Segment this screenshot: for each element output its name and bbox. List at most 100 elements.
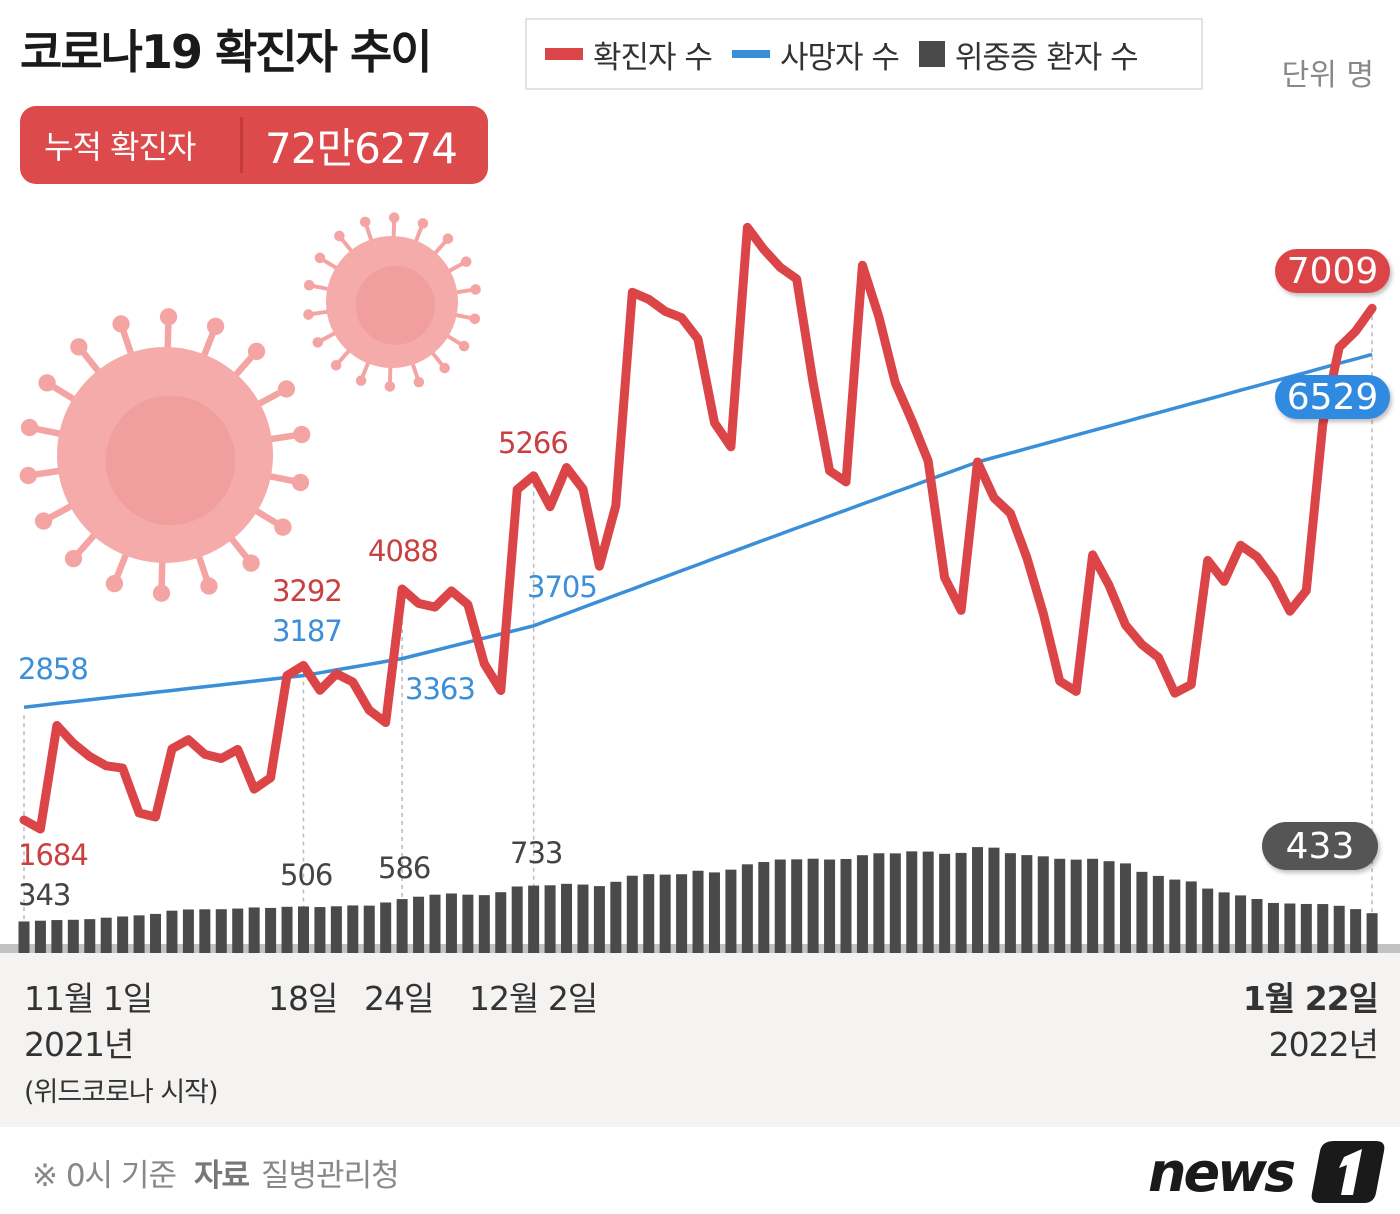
severe-bar xyxy=(117,916,129,953)
severe-bar xyxy=(413,896,425,953)
virus-core xyxy=(355,265,435,345)
severe-bar xyxy=(906,851,918,953)
virus-spike-tip xyxy=(19,466,37,485)
footer-note: ※ 0시 기준 자료 질병관리청 xyxy=(32,1150,400,1195)
severe-bar xyxy=(150,913,162,953)
severe-bar xyxy=(1136,871,1148,953)
severe-bar xyxy=(347,905,359,953)
severe-bar xyxy=(1333,905,1345,953)
severe-bar xyxy=(1300,903,1312,953)
severe-bar xyxy=(626,875,638,953)
severe-bar xyxy=(544,885,556,953)
severe-bar xyxy=(84,919,96,953)
virus-spike-tip xyxy=(152,584,171,602)
virus-spike-tip xyxy=(439,362,450,374)
virus-spike-tip xyxy=(469,313,481,325)
severe-bar xyxy=(676,874,688,953)
cumulative-badge: 누적 확진자 72만6274 xyxy=(20,106,488,184)
x-tick-year-2022: 2022년 xyxy=(1268,1025,1379,1064)
x-tick-nov24: 24일 xyxy=(364,979,434,1018)
virus-spike-tip xyxy=(34,512,53,530)
cumulative-value: 72만6274 xyxy=(265,123,458,173)
virus-spike-tip xyxy=(460,256,472,267)
virus-spike-tip xyxy=(242,554,260,572)
x-tick-dec2: 12월 2일 xyxy=(469,979,598,1018)
confirmed-label-day31: 5266 xyxy=(498,426,569,460)
severe-bar xyxy=(1218,892,1230,953)
severe-bar xyxy=(1317,904,1329,953)
severe-bar xyxy=(692,870,704,953)
legend-label: 사망자 수 xyxy=(779,39,900,76)
gray-square-swatch-icon xyxy=(918,41,945,67)
severe-bar xyxy=(856,855,868,953)
severe-bar xyxy=(1185,881,1197,953)
severe-bar xyxy=(232,908,244,953)
severe-bar xyxy=(955,852,967,953)
virus-spike-tip xyxy=(274,518,292,536)
deaths-line xyxy=(23,352,1373,709)
blue-line-swatch-icon xyxy=(731,50,770,58)
virus-spike-tip xyxy=(312,337,324,348)
x-tick-nov1: 11월 1일 xyxy=(24,979,153,1018)
virus-spike-tip xyxy=(442,233,454,244)
severe-bar xyxy=(18,921,30,953)
source-label: 자료 xyxy=(193,1158,250,1194)
svg-text:news: news xyxy=(1148,1141,1295,1204)
x-tick-note: (위드코로나 시작) xyxy=(24,1077,219,1108)
severe-bar xyxy=(939,853,951,953)
deaths-label-day17: 3187 xyxy=(272,614,343,648)
severe-bar xyxy=(363,905,375,953)
severe-bar xyxy=(1366,913,1378,953)
severe-bar xyxy=(133,915,145,953)
severe-bar xyxy=(1087,858,1099,953)
virus-large-icon xyxy=(19,308,311,602)
virus-spike-tip xyxy=(291,473,310,492)
severe-bar xyxy=(1054,858,1066,953)
legend: 확진자 수 사망자 수 위중증 환자 수 xyxy=(525,18,1203,90)
severe-bar xyxy=(922,851,934,953)
virus-spike-tip xyxy=(105,575,124,593)
virus-spike-tip xyxy=(112,315,130,333)
x-tick-jan22: 1월 22일 xyxy=(1242,979,1379,1018)
red-line-swatch-icon xyxy=(545,48,583,60)
deaths-label-day0: 2858 xyxy=(18,652,89,686)
severe-label-day0: 343 xyxy=(18,878,71,912)
virus-spike-tip xyxy=(413,376,425,388)
severe-bar xyxy=(774,859,786,953)
severe-bar xyxy=(972,847,984,953)
virus-spike-tip xyxy=(206,317,225,335)
source-name: 질병관리청 xyxy=(261,1158,400,1194)
virus-spike-tip xyxy=(458,340,470,352)
severe-bar xyxy=(643,874,655,953)
virus-spike-tip xyxy=(334,230,345,242)
x-tick-year-2021: 2021년 xyxy=(24,1025,134,1064)
virus-spike-tip xyxy=(384,381,396,392)
virus-spike-tip xyxy=(200,577,218,595)
virus-small-icon xyxy=(303,212,481,392)
severe-bar xyxy=(1251,898,1263,953)
severe-bar xyxy=(330,906,342,953)
severe-bar xyxy=(593,886,605,953)
severe-label-day17: 506 xyxy=(280,858,333,892)
virus-spike-tip xyxy=(388,212,400,223)
confirmed-label-day0: 1684 xyxy=(18,838,89,872)
virus-spike-tip xyxy=(470,284,481,295)
unit-label: 단위 명 xyxy=(1281,58,1374,93)
deaths-label-day23: 3363 xyxy=(405,672,476,706)
severe-bar xyxy=(824,859,836,953)
severe-bar xyxy=(873,853,885,953)
deaths-callout-last: 6529 xyxy=(1275,375,1390,419)
virus-spike-tip xyxy=(64,549,83,568)
virus-spike-tip xyxy=(20,418,39,437)
severe-bar xyxy=(1284,903,1296,953)
severe-bar xyxy=(708,872,720,953)
severe-bar xyxy=(1152,875,1164,953)
severe-bar xyxy=(182,909,194,953)
severe-bar xyxy=(462,894,474,953)
virus-spike-tip xyxy=(277,380,296,398)
severe-bar xyxy=(1021,855,1033,953)
severe-bar xyxy=(215,909,227,953)
severe-bar xyxy=(248,907,260,953)
severe-label-day23: 586 xyxy=(378,851,431,885)
deaths-label-day31: 3705 xyxy=(527,570,598,604)
